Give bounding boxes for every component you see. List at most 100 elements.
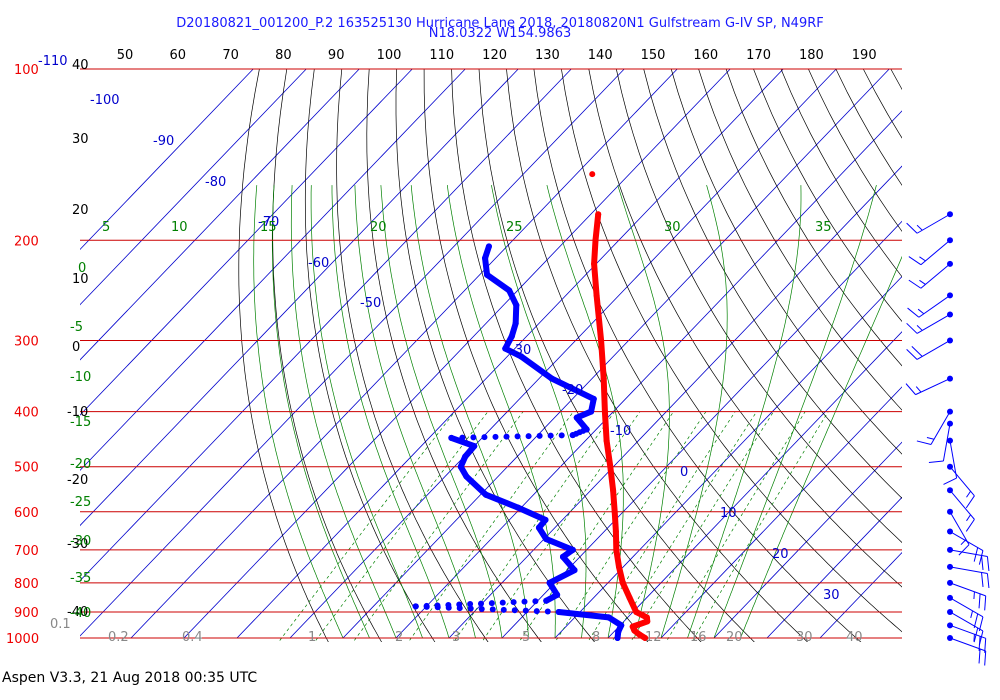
wind-barb-staff	[920, 263, 951, 289]
mixing-ratio-line	[691, 411, 829, 642]
top-temperature-tick-label: 150	[641, 48, 666, 63]
dewpoint-dotted-point	[500, 606, 507, 613]
dry-adiabat-line	[643, 68, 902, 499]
wind-barb-feather	[978, 550, 984, 565]
pressure-tick-label: 200	[14, 234, 39, 249]
dewpoint-dotted-point	[558, 432, 565, 439]
dewpoint-dotted-point	[521, 598, 528, 605]
dry-adiabat-line	[698, 68, 902, 411]
wind-barb-staff	[916, 213, 951, 234]
dewpoint-dotted-point	[536, 432, 543, 439]
dry-adiabat-line	[753, 68, 902, 323]
wind-barb	[943, 437, 958, 485]
dry-adiabat-line	[506, 68, 809, 642]
dewpoint-dotted-point	[467, 601, 474, 608]
temperature-point	[633, 608, 640, 615]
dewpoint-dotted-point	[434, 602, 441, 609]
wind-barb	[905, 375, 953, 396]
dry-adiabat-line	[366, 68, 542, 642]
top-temperature-tick-label: 170	[746, 48, 771, 63]
wind-barb-staff	[949, 466, 975, 497]
left-temperature-tick-label: -40	[67, 605, 88, 620]
dewpoint-point	[463, 473, 470, 480]
dewpoint-dotted-point	[492, 433, 499, 440]
temperature-point	[626, 594, 633, 601]
wind-barb-staff	[915, 378, 951, 396]
moist-adiabat-left-label: -5	[70, 320, 83, 335]
left-temperature-tick-label: -10	[67, 405, 88, 420]
dry-adiabat-line	[890, 68, 902, 91]
dewpoint-dotted-point	[470, 434, 477, 441]
dewpoint-trace-segment	[518, 353, 555, 382]
wind-barb-staff	[918, 295, 951, 318]
wind-barb-staff	[949, 637, 986, 652]
chart-subtitle-location: N18.0322 W154.9863	[428, 26, 572, 41]
wind-barb	[907, 292, 953, 318]
wind-barb-feather	[973, 547, 979, 562]
isotherm-value-label: -30	[510, 343, 531, 358]
wind-barb	[947, 528, 984, 565]
moist-adiabat-left-label: -10	[70, 370, 91, 385]
dewpoint-dotted-point	[511, 607, 518, 614]
wind-barb	[947, 594, 984, 632]
wind-barb-feather	[984, 595, 987, 611]
isotherm-line	[766, 496, 902, 639]
mixing-ratio-value-label: 0.4	[182, 630, 203, 645]
temperature-point	[603, 437, 610, 444]
pressure-tick-label: 900	[14, 606, 39, 621]
mixing-ratio-value-label: 20	[726, 630, 743, 645]
dry-adiabat-line	[451, 68, 702, 642]
dewpoint-point	[583, 426, 590, 433]
dewpoint-dotted-point	[488, 600, 495, 607]
wind-barb-half-feather	[960, 539, 967, 546]
wind-barb	[947, 463, 975, 509]
temperature-point	[629, 623, 636, 630]
isotherm-value-label: -20	[562, 383, 583, 398]
wind-barb-half-feather	[917, 308, 925, 315]
mixing-ratio-line	[453, 411, 615, 642]
mixing-ratio-line	[352, 411, 524, 642]
wind-barb-feather	[907, 307, 920, 318]
wind-barb	[947, 546, 990, 571]
left-temperature-tick-label: 40	[72, 58, 89, 73]
mixing-ratio-value-label: 2	[395, 630, 403, 645]
isotherm-line	[80, 68, 466, 471]
isotherm-value-label: 30	[823, 588, 840, 603]
dry-adiabat-line	[780, 68, 902, 278]
dewpoint-dotted-point	[547, 432, 554, 439]
isotherm-line	[80, 68, 572, 582]
isotherm-line	[183, 68, 731, 639]
dewpoint-trace-segment	[514, 504, 549, 523]
top-temperature-tick-label: 130	[535, 48, 560, 63]
wind-barb-feather	[908, 279, 922, 289]
pressure-tick-label: 700	[14, 544, 39, 559]
top-temperature-tick-label: 190	[852, 48, 877, 63]
mixing-ratio-line	[665, 411, 806, 642]
moist-adiabat-left-label: -25	[70, 495, 91, 510]
wind-barb-staff	[949, 582, 986, 597]
isotherm-value-label: -100	[90, 93, 120, 108]
dewpoint-point	[543, 597, 550, 604]
wind-barb-half-feather	[973, 591, 975, 600]
mixing-ratio-line	[518, 411, 674, 642]
mixing-ratio-value-label: 40	[846, 630, 863, 645]
isotherm-line	[80, 68, 254, 251]
wind-barb	[908, 260, 953, 289]
wind-barb-feather	[973, 627, 979, 643]
dewpoint-point	[555, 608, 562, 615]
mixing-ratio-value-label: 3	[452, 630, 460, 645]
wind-barb-feather	[978, 648, 981, 664]
wind-barb-feather	[981, 572, 984, 588]
dry-adiabat-line	[478, 68, 755, 642]
wind-barb-staff	[949, 549, 988, 557]
mixing-ratio-line	[481, 411, 641, 642]
mixing-ratio-line	[278, 411, 456, 642]
dewpoint-point	[559, 553, 566, 560]
dewpoint-dotted-point	[544, 608, 551, 615]
top-temperature-tick-label: 140	[588, 48, 613, 63]
mixing-ratio-value-label: 0.2	[108, 630, 129, 645]
temperature-point	[636, 631, 643, 638]
wind-barb-staff	[920, 239, 951, 266]
wind-barb-half-feather	[919, 256, 926, 262]
top-temperature-tick-label: 180	[799, 48, 824, 63]
